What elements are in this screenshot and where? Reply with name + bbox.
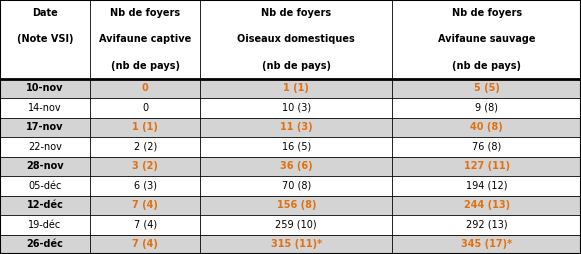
Bar [0, 176, 581, 196]
Bar [0, 157, 581, 176]
Bar [0, 79, 581, 98]
Text: (nb de pays): (nb de pays) [262, 61, 331, 71]
Text: 12-déc: 12-déc [27, 200, 63, 210]
Text: 9 (8): 9 (8) [475, 103, 498, 113]
Text: Oiseaux domestiques: Oiseaux domestiques [238, 34, 355, 44]
Text: 19-déc: 19-déc [28, 220, 62, 230]
Text: 10 (3): 10 (3) [282, 103, 311, 113]
Bar [0, 137, 581, 157]
Text: 26-déc: 26-déc [27, 239, 63, 249]
Bar [0, 0, 581, 79]
Text: 76 (8): 76 (8) [472, 142, 501, 152]
Text: 1 (1): 1 (1) [284, 84, 309, 93]
Bar [0, 118, 581, 137]
Text: 17-nov: 17-nov [26, 122, 64, 132]
Text: Nb de foyers: Nb de foyers [261, 8, 331, 18]
Text: Avifaune captive: Avifaune captive [99, 34, 191, 44]
Text: 7 (4): 7 (4) [134, 220, 157, 230]
Text: 40 (8): 40 (8) [470, 122, 503, 132]
Text: 22-nov: 22-nov [28, 142, 62, 152]
Text: 3 (2): 3 (2) [132, 161, 158, 171]
Text: 14-nov: 14-nov [28, 103, 62, 113]
Text: 259 (10): 259 (10) [275, 220, 317, 230]
Text: 70 (8): 70 (8) [282, 181, 311, 191]
Text: 05-déc: 05-déc [28, 181, 62, 191]
Text: 292 (13): 292 (13) [466, 220, 507, 230]
Bar [0, 215, 581, 234]
Text: 6 (3): 6 (3) [134, 181, 157, 191]
Text: 7 (4): 7 (4) [132, 200, 158, 210]
Text: 127 (11): 127 (11) [464, 161, 510, 171]
Text: (nb de pays): (nb de pays) [452, 61, 521, 71]
Text: Avifaune sauvage: Avifaune sauvage [438, 34, 535, 44]
Text: 0: 0 [142, 103, 148, 113]
Text: Nb de foyers: Nb de foyers [110, 8, 180, 18]
Bar [0, 234, 581, 254]
Text: 11 (3): 11 (3) [280, 122, 313, 132]
Text: 5 (5): 5 (5) [474, 84, 500, 93]
Text: 36 (6): 36 (6) [280, 161, 313, 171]
Bar [0, 98, 581, 118]
Text: 345 (17)*: 345 (17)* [461, 239, 512, 249]
Text: 7 (4): 7 (4) [132, 239, 158, 249]
Bar [0, 196, 581, 215]
Text: (nb de pays): (nb de pays) [111, 61, 180, 71]
Text: 244 (13): 244 (13) [464, 200, 510, 210]
Text: 156 (8): 156 (8) [277, 200, 316, 210]
Text: 1 (1): 1 (1) [132, 122, 158, 132]
Text: 194 (12): 194 (12) [466, 181, 507, 191]
Text: 315 (11)*: 315 (11)* [271, 239, 322, 249]
Text: (Note VSI): (Note VSI) [17, 34, 73, 44]
Text: 10-nov: 10-nov [26, 84, 64, 93]
Text: 0: 0 [142, 84, 149, 93]
Text: 2 (2): 2 (2) [134, 142, 157, 152]
Text: Nb de foyers: Nb de foyers [451, 8, 522, 18]
Text: Date: Date [32, 8, 58, 18]
Text: 16 (5): 16 (5) [282, 142, 311, 152]
Text: 28-nov: 28-nov [26, 161, 64, 171]
